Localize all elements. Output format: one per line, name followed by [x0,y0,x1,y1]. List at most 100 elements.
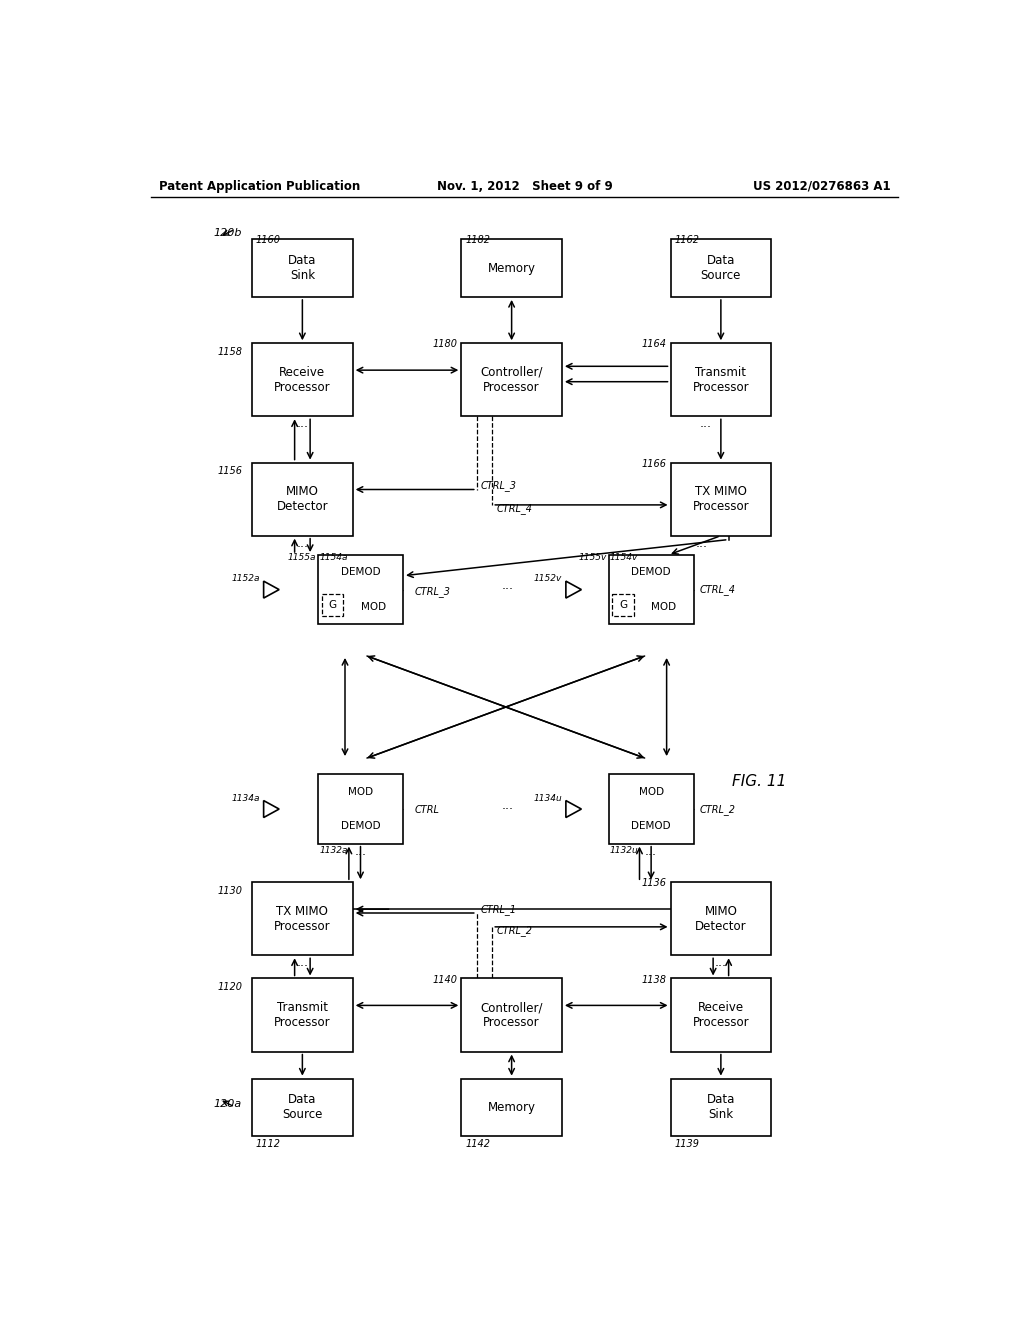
Text: 1155v: 1155v [579,553,607,561]
Text: CTRL_1: CTRL_1 [480,904,517,915]
Text: 1138: 1138 [642,974,667,985]
Text: CTRL_3: CTRL_3 [480,480,517,491]
Text: CTRL_2: CTRL_2 [496,925,532,936]
Bar [671,1078,771,1137]
Text: ···: ··· [296,541,308,554]
Text: G: G [329,601,337,610]
Text: 1154a: 1154a [319,553,348,561]
Bar [252,343,352,416]
Text: 1166: 1166 [642,459,667,469]
Text: ···: ··· [715,961,727,973]
Text: 1152a: 1152a [231,574,260,583]
Bar [252,882,352,956]
Text: CTRL_4: CTRL_4 [700,585,736,595]
Bar [608,554,693,624]
Text: 1132a: 1132a [319,846,348,855]
Text: Transmit
Processor: Transmit Processor [274,1001,331,1030]
Text: CTRL_3: CTRL_3 [415,586,451,597]
Text: CTRL: CTRL [415,805,439,816]
Bar [252,1078,352,1137]
Text: 120a: 120a [213,1100,242,1109]
Text: 1120: 1120 [217,982,242,993]
Text: MOD: MOD [348,787,373,797]
Text: 1160: 1160 [256,235,281,246]
Text: Controller/
Processor: Controller/ Processor [480,366,543,393]
Polygon shape [263,800,280,817]
Bar [671,462,771,536]
Text: 1139: 1139 [675,1139,699,1148]
Text: 1140: 1140 [432,974,458,985]
Text: DEMOD: DEMOD [632,568,671,577]
Text: 1155a: 1155a [288,553,316,561]
Text: ···: ··· [296,961,308,973]
Bar [671,239,771,297]
Text: 1158: 1158 [217,347,242,356]
Text: G: G [620,601,628,610]
Text: MOD: MOD [360,602,386,612]
Text: ···: ··· [502,803,514,816]
Text: Receive
Processor: Receive Processor [274,366,331,393]
Text: Data
Sink: Data Sink [707,1093,735,1122]
Bar [461,239,562,297]
Text: Data
Source: Data Source [700,255,741,282]
Bar [608,775,693,843]
Text: MOD: MOD [639,787,664,797]
Text: DEMOD: DEMOD [632,821,671,832]
Bar [317,775,403,843]
Bar [461,1078,562,1137]
Polygon shape [566,800,582,817]
Text: DEMOD: DEMOD [341,821,380,832]
Text: Memory: Memory [487,261,536,275]
Text: Data
Sink: Data Sink [288,255,316,282]
Bar [252,978,352,1052]
Text: 1142: 1142 [465,1139,490,1148]
Bar [612,594,634,615]
Text: TX MIMO
Processor: TX MIMO Processor [692,486,750,513]
Text: Patent Application Publication: Patent Application Publication [159,180,360,193]
Text: 1154v: 1154v [610,553,638,561]
Polygon shape [263,581,280,598]
Text: 1132u: 1132u [610,846,639,855]
Text: Controller/
Processor: Controller/ Processor [480,1001,543,1030]
Text: DEMOD: DEMOD [341,568,380,577]
Bar [671,882,771,956]
Text: 1180: 1180 [432,339,458,350]
Bar [671,978,771,1052]
Text: ···: ··· [296,421,308,434]
Text: 120b: 120b [213,227,242,238]
Text: MIMO
Detector: MIMO Detector [695,904,746,933]
Text: 1134a: 1134a [231,793,260,803]
Text: MOD: MOD [651,602,677,612]
Text: CTRL_4: CTRL_4 [496,503,532,515]
Polygon shape [566,581,582,598]
Text: 1134u: 1134u [534,793,562,803]
Bar [322,594,343,615]
Text: ···: ··· [354,849,367,862]
Text: Data
Source: Data Source [283,1093,323,1122]
Text: 1182: 1182 [465,235,490,246]
Bar [252,462,352,536]
Text: Receive
Processor: Receive Processor [692,1001,750,1030]
Text: 1162: 1162 [675,235,699,246]
Text: FIG. 11: FIG. 11 [732,775,786,789]
Bar [671,343,771,416]
Bar [461,343,562,416]
Text: 1152v: 1152v [534,574,562,583]
Bar [461,978,562,1052]
Text: CTRL_2: CTRL_2 [700,804,736,814]
Text: 1112: 1112 [256,1139,281,1148]
Text: US 2012/0276863 A1: US 2012/0276863 A1 [753,180,891,193]
Text: MIMO
Detector: MIMO Detector [276,486,328,513]
Text: 1136: 1136 [642,878,667,888]
Text: ···: ··· [699,421,712,434]
Text: ···: ··· [695,541,708,554]
Text: ···: ··· [502,583,514,597]
Bar [317,554,403,624]
Text: TX MIMO
Processor: TX MIMO Processor [274,904,331,933]
Text: 1156: 1156 [217,466,242,477]
Text: Nov. 1, 2012   Sheet 9 of 9: Nov. 1, 2012 Sheet 9 of 9 [437,180,612,193]
Text: Transmit
Processor: Transmit Processor [692,366,750,393]
Text: Memory: Memory [487,1101,536,1114]
Text: ···: ··· [645,849,657,862]
Bar [252,239,352,297]
